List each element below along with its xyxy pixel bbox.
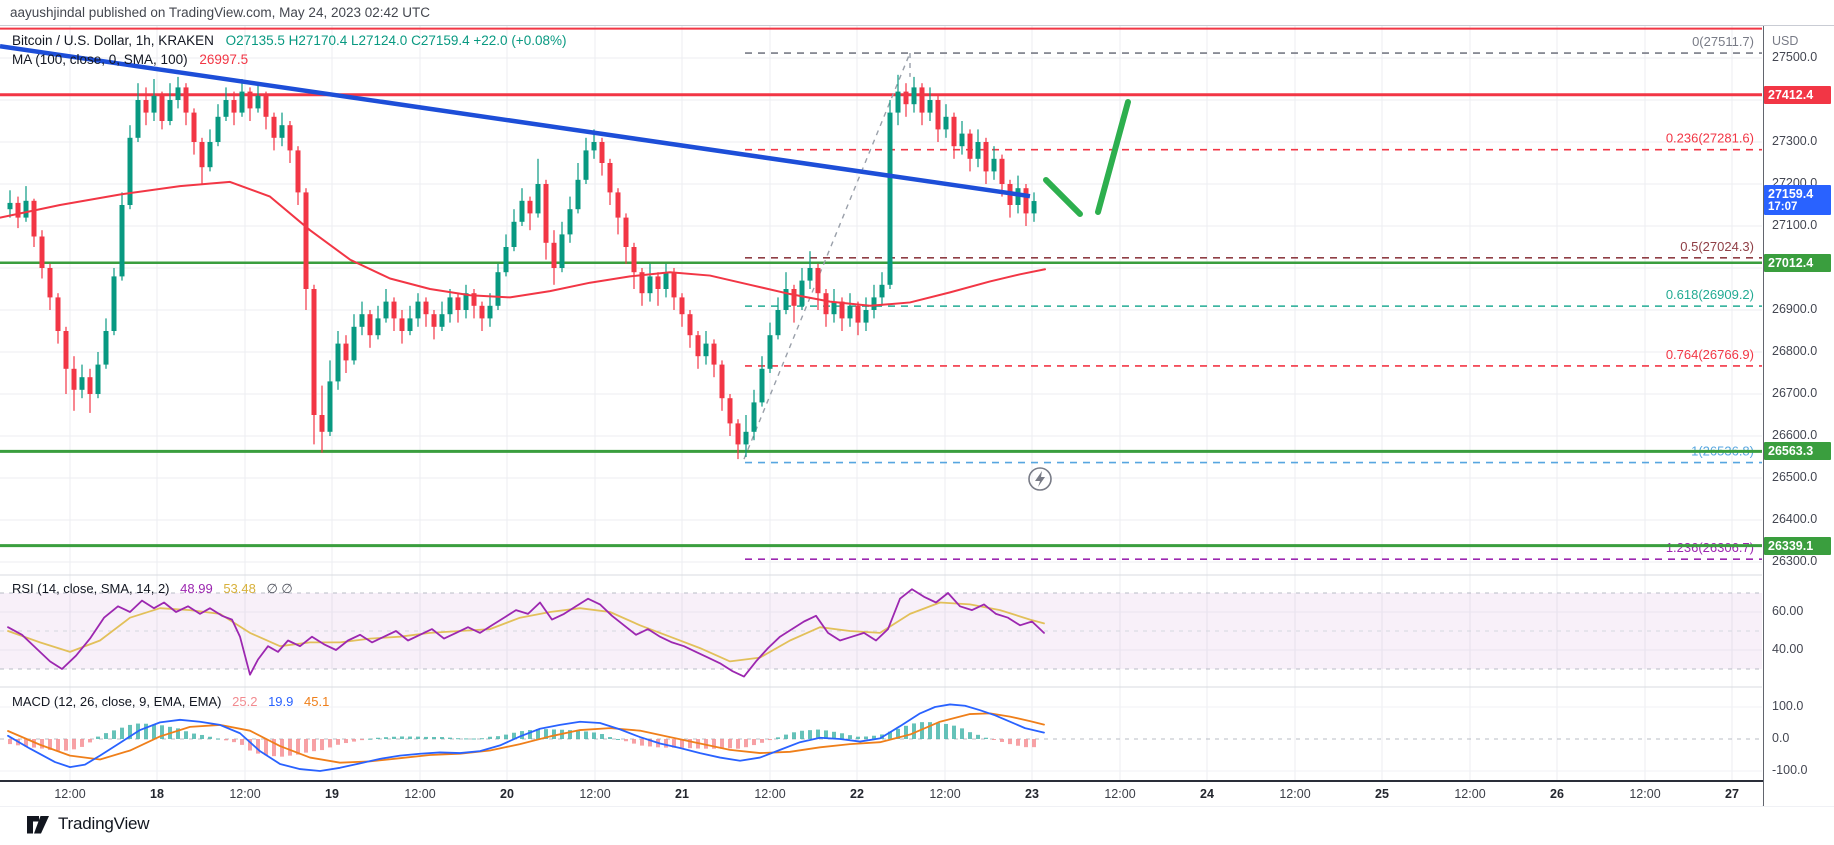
time-tick-label: 21 bbox=[675, 787, 689, 801]
time-tick-label: 23 bbox=[1025, 787, 1039, 801]
ohlc-open: O27135.5 bbox=[225, 33, 285, 48]
ma-indicator-value: 26997.5 bbox=[199, 52, 249, 67]
time-tick-label: 27 bbox=[1725, 787, 1739, 801]
time-tick-label: 22 bbox=[850, 787, 864, 801]
macd-signal-line bbox=[7, 712, 1045, 764]
tradingview-logo-text: TradingView bbox=[58, 814, 150, 833]
axis-tick-label: 27500.0 bbox=[1772, 50, 1818, 64]
tradingview-branding[interactable]: TradingView bbox=[26, 810, 150, 838]
time-tick-label: 12:00 bbox=[579, 787, 611, 801]
sma100-line[interactable] bbox=[0, 180, 1046, 307]
axis-tick-label: 60.00 bbox=[1772, 604, 1804, 618]
macd-line bbox=[7, 703, 1045, 772]
macd-signal-value: 45.1 bbox=[304, 694, 330, 709]
ohlc-close: C27159.4 bbox=[411, 33, 470, 48]
fib-level-label: 0.618(26909.2) bbox=[1666, 287, 1754, 302]
time-tick-label: 12:00 bbox=[229, 787, 261, 801]
time-tick-label: 12:00 bbox=[754, 787, 786, 801]
time-tick-label: 12:00 bbox=[1454, 787, 1486, 801]
fib-level-label: 1.236(26306.7) bbox=[1666, 540, 1754, 555]
axis-tick-label: 26300.0 bbox=[1772, 554, 1818, 568]
time-tick-label: 12:00 bbox=[54, 787, 86, 801]
current-price-badge: 27159.4 17:07 bbox=[1764, 185, 1831, 216]
candlestick-series bbox=[7, 74, 1037, 460]
axis-tick-label: 26500.0 bbox=[1772, 470, 1818, 484]
rsi-line bbox=[7, 588, 1045, 678]
axis-tick-label: 26600.0 bbox=[1772, 428, 1818, 442]
axis-tick-label: 27300.0 bbox=[1772, 134, 1818, 148]
bullish-arrow-mark[interactable] bbox=[1043, 177, 1083, 217]
rsi-indicator-label[interactable]: RSI (14, close, SMA, 14, 2) bbox=[12, 581, 170, 596]
axis-tick-label: 26400.0 bbox=[1772, 512, 1818, 526]
fib-level-label: 0(27511.7) bbox=[1692, 34, 1754, 49]
time-tick-label: 25 bbox=[1375, 787, 1389, 801]
attribution-bar: aayushjindal published on TradingView.co… bbox=[0, 0, 1834, 26]
time-tick-label: 12:00 bbox=[1629, 787, 1661, 801]
ma-indicator-label[interactable]: MA (100, close, 0, SMA, 100) bbox=[12, 52, 188, 67]
price-level-badge: 26339.1 bbox=[1764, 536, 1831, 555]
lightning-bolt-icon bbox=[1035, 471, 1045, 487]
time-tick-label: 12:00 bbox=[1104, 787, 1136, 801]
macd-histogram bbox=[8, 722, 1036, 757]
axis-tick-label: 40.00 bbox=[1772, 642, 1804, 656]
axis-tick-label: 100.0 bbox=[1772, 699, 1804, 713]
fib-anchor-line[interactable] bbox=[743, 52, 911, 460]
axis-tick-label: -100.0 bbox=[1772, 763, 1808, 777]
rsi-extra-values: ∅ ∅ bbox=[266, 581, 293, 596]
legend-line-2: MA (100, close, 0, SMA, 100) 26997.5 bbox=[12, 50, 566, 69]
macd-line-value: 19.9 bbox=[268, 694, 294, 709]
price-level-badge: 26563.3 bbox=[1764, 442, 1831, 461]
rsi-ma-line bbox=[7, 601, 1045, 663]
axis-tick-label: 0.0 bbox=[1772, 731, 1790, 745]
fib-level-label: 0.5(27024.3) bbox=[1680, 239, 1754, 254]
fib-level-label: 0.236(27281.6) bbox=[1666, 131, 1754, 146]
time-tick-label: 19 bbox=[325, 787, 339, 801]
time-tick-label: 12:00 bbox=[1279, 787, 1311, 801]
ohlc-high: H27170.4 bbox=[288, 33, 348, 48]
time-tick-label: 12:00 bbox=[404, 787, 436, 801]
price-level-badge: 27012.4 bbox=[1764, 253, 1831, 272]
ohlc-change: +22.0 (+0.08%) bbox=[473, 33, 567, 48]
rsi-pane-label[interactable]: RSI (14, close, SMA, 14, 2) 48.99 53.48 … bbox=[12, 581, 300, 597]
time-tick-label: 24 bbox=[1200, 787, 1214, 801]
time-tick-label: 12:00 bbox=[929, 787, 961, 801]
axis-tick-label: 27100.0 bbox=[1772, 218, 1818, 232]
axis-tick-label: 26700.0 bbox=[1772, 386, 1818, 400]
bar-countdown: 17:07 bbox=[1768, 201, 1798, 214]
macd-indicator-label[interactable]: MACD (12, 26, close, 9, EMA, EMA) bbox=[12, 694, 222, 709]
price-level-badge: 27412.4 bbox=[1764, 85, 1831, 104]
rsi-value: 48.99 bbox=[180, 581, 213, 596]
price-axis[interactable]: USD 27500.027400.027300.027200.027100.02… bbox=[1763, 26, 1834, 806]
currency-label: USD bbox=[1772, 34, 1799, 48]
rsi-ma-value: 53.48 bbox=[223, 581, 256, 596]
chart-legend[interactable]: Bitcoin / U.S. Dollar, 1h, KRAKEN O27135… bbox=[12, 31, 566, 69]
time-tick-label: 18 bbox=[150, 787, 164, 801]
macd-histogram-value: 25.2 bbox=[232, 694, 258, 709]
trendline[interactable] bbox=[0, 44, 1031, 199]
tradingview-logo-icon bbox=[27, 816, 49, 834]
macd-pane-label[interactable]: MACD (12, 26, close, 9, EMA, EMA) 25.2 1… bbox=[12, 694, 336, 709]
lightning-marker-circle[interactable] bbox=[1028, 467, 1052, 491]
fib-level-label: 0.764(26766.9) bbox=[1666, 347, 1754, 362]
symbol-title[interactable]: Bitcoin / U.S. Dollar, 1h, KRAKEN bbox=[12, 33, 214, 48]
axis-tick-label: 26900.0 bbox=[1772, 302, 1818, 316]
time-tick-label: 26 bbox=[1550, 787, 1564, 801]
attribution-text: aayushjindal published on TradingView.co… bbox=[10, 5, 431, 20]
time-axis[interactable]: 12:00 18 12:00 19 12:00 20 12:00 21 12:00 22 12:00… bbox=[0, 782, 1762, 806]
legend-line-1: Bitcoin / U.S. Dollar, 1h, KRAKEN O27135… bbox=[12, 31, 566, 50]
axis-tick-label: 26800.0 bbox=[1772, 344, 1818, 358]
time-tick-label: 20 bbox=[500, 787, 514, 801]
ohlc-low: L27124.0 bbox=[351, 33, 408, 48]
bullish-arrow-mark[interactable] bbox=[1095, 99, 1131, 215]
